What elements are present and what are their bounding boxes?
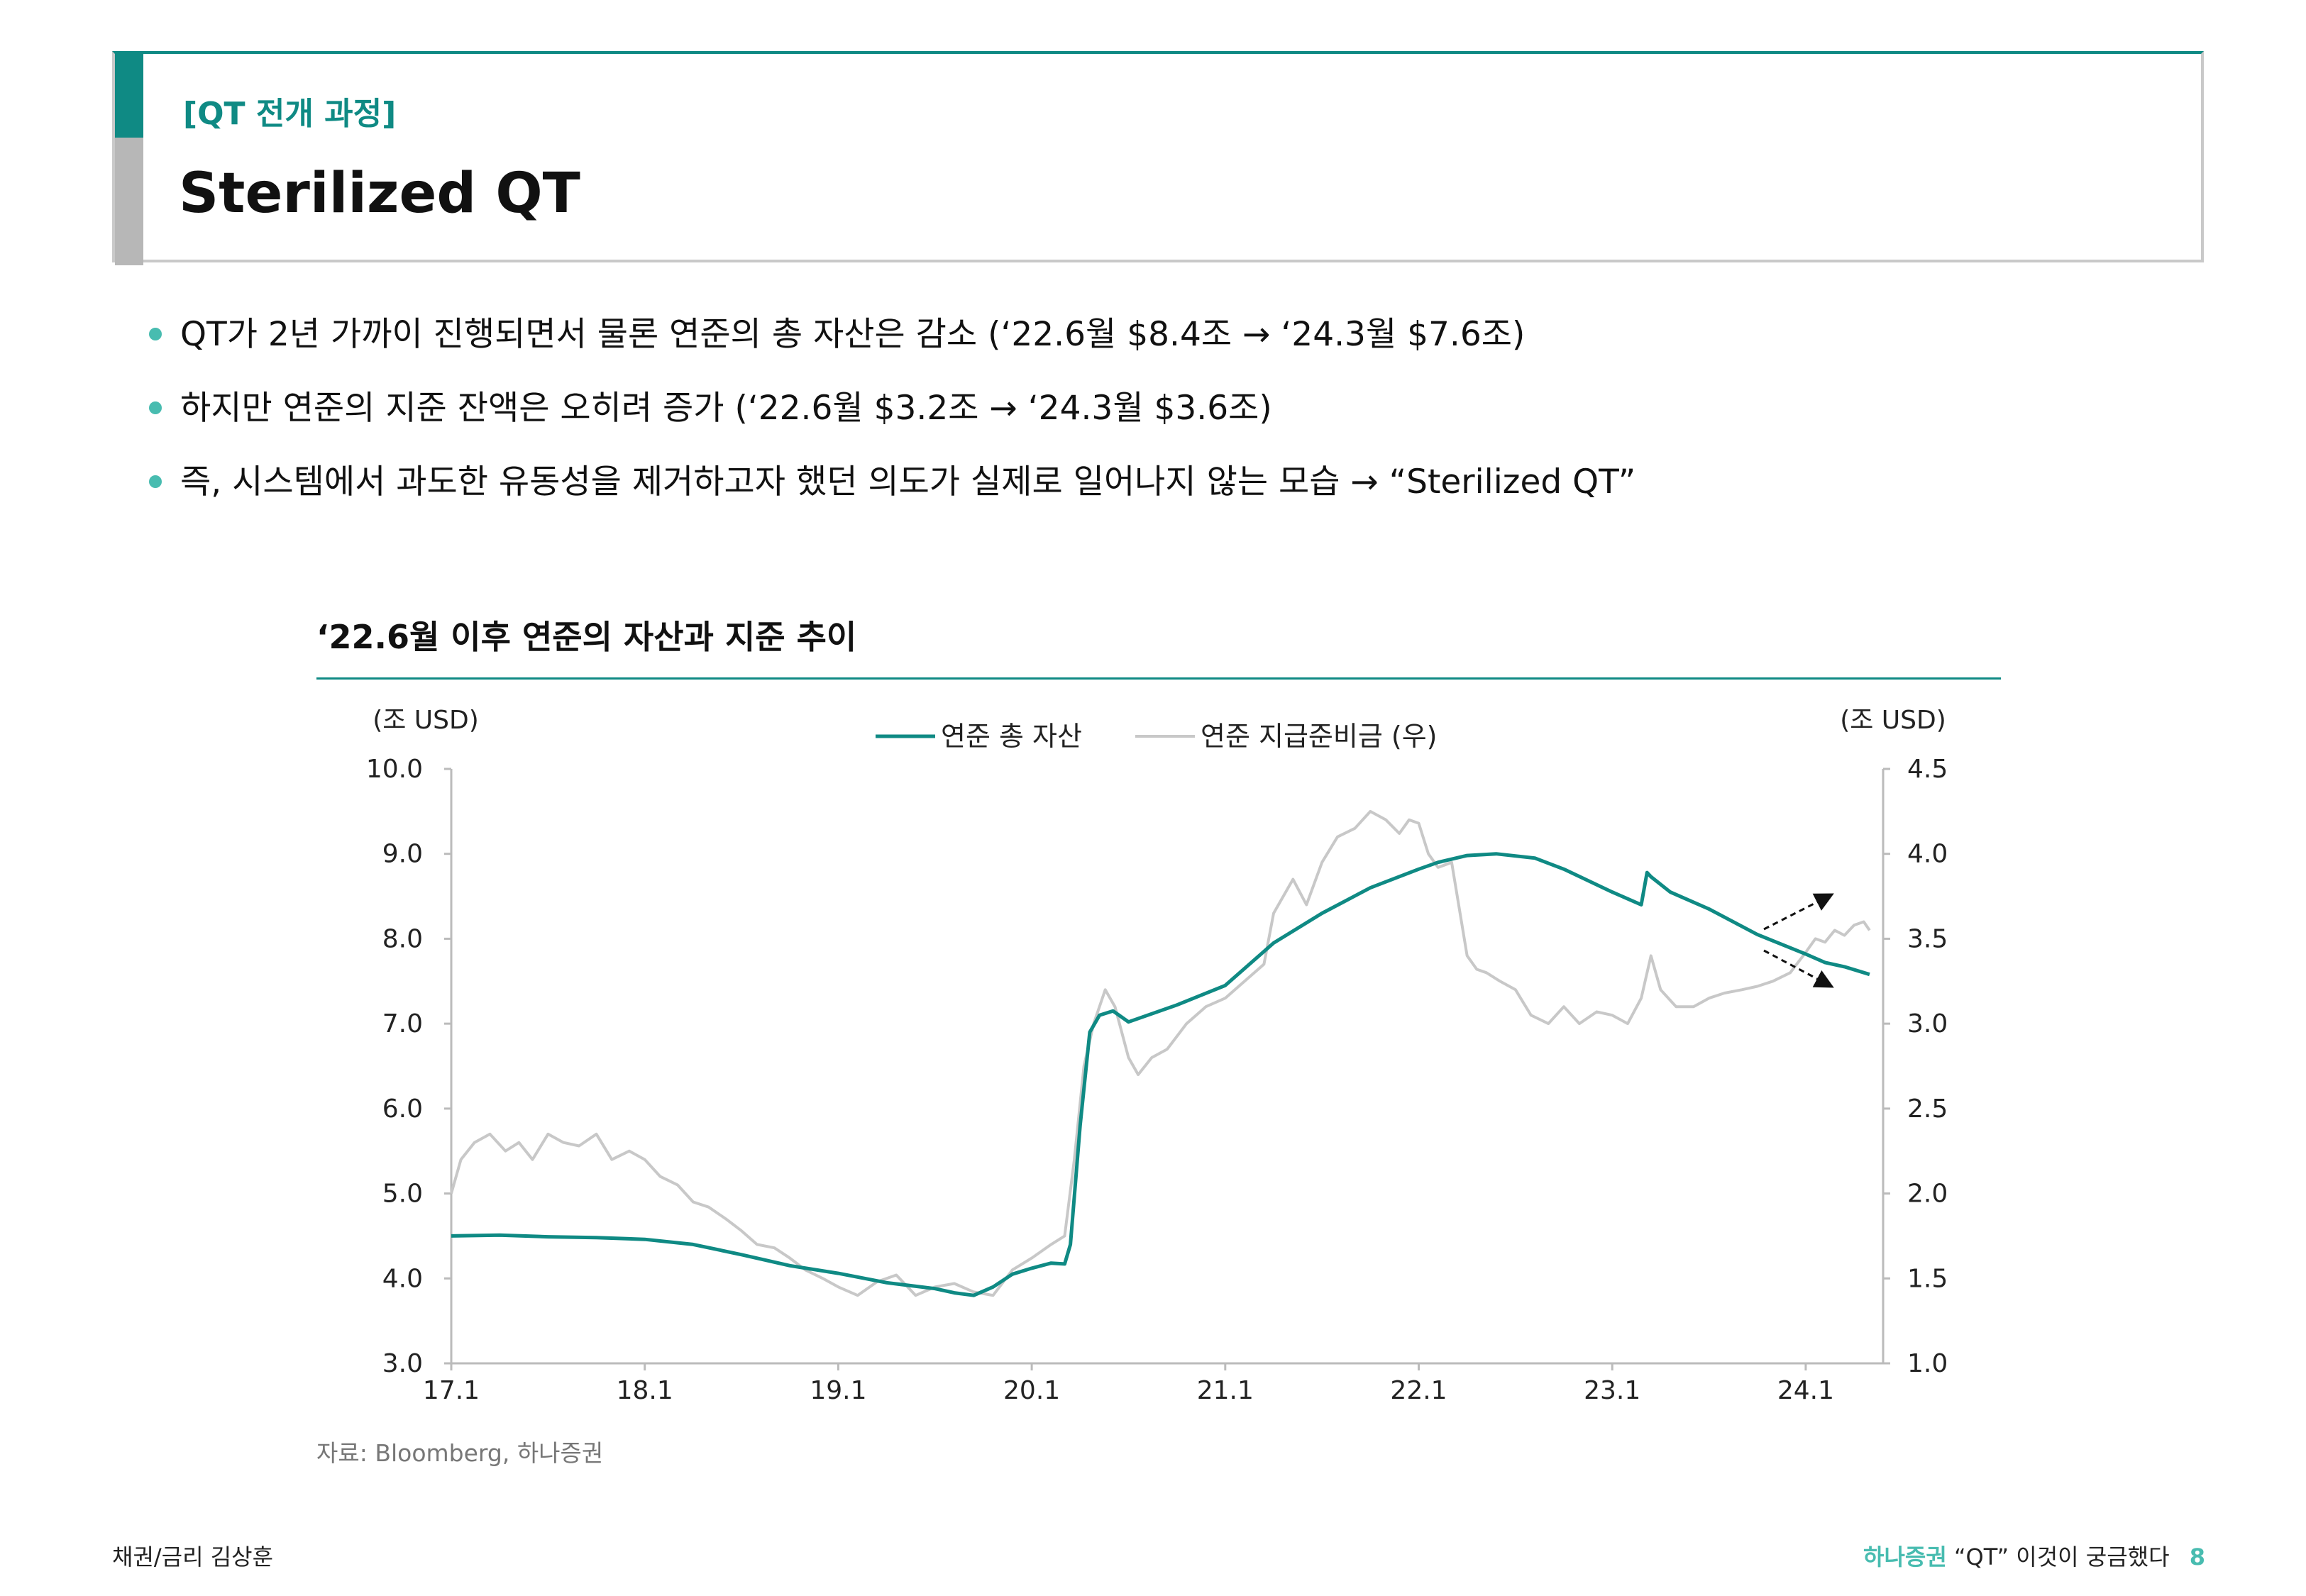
- x-tick-label: 21.1: [1197, 1376, 1254, 1405]
- total-assets-line: [451, 852, 1870, 1297]
- footer-author: 채권/금리 김상훈: [112, 1544, 274, 1570]
- right-tick-label: 1.5: [1907, 1264, 1948, 1293]
- source-note: 자료: Bloomberg, 하나증권: [316, 1439, 604, 1467]
- header-accent-bar: [115, 51, 143, 138]
- right-tick-label: 4.5: [1907, 755, 1948, 784]
- assets-arrow-annotation: [1763, 949, 1834, 988]
- bullet-list: QT가 2년 가까이 진행되면서 물론 연준의 총 자산은 감소 (‘22.6월…: [149, 306, 1635, 528]
- right-axis-label: (조 USD): [1840, 706, 1946, 735]
- left-tick-label: 8.0: [382, 924, 423, 953]
- chart-title: ‘22.6월 이후 연준의 자산과 지준 추이: [316, 618, 857, 656]
- left-tick-label: 5.0: [382, 1180, 423, 1209]
- bullet-item: 하지만 연준의 지준 잔액은 오히려 증가 (‘22.6월 $3.2조 → ‘2…: [149, 380, 1635, 454]
- left-tick-label: 3.0: [382, 1349, 423, 1378]
- left-tick-label: 6.0: [382, 1095, 423, 1124]
- section-tag: [QT 전개 과정]: [183, 96, 397, 132]
- left-tick-label: 10.0: [366, 755, 423, 784]
- page-number: 8: [2189, 1544, 2205, 1570]
- header-accent-bar-grey: [115, 138, 143, 265]
- bullet-text: 즉, 시스템에서 과도한 유동성을 제거하고자 했던 의도가 실제로 일어나지 …: [180, 462, 1636, 501]
- bullet-item: QT가 2년 가까이 진행되면서 물론 연준의 총 자산은 감소 (‘22.6월…: [149, 306, 1635, 380]
- right-tick-label: 3.5: [1907, 924, 1948, 953]
- footer-brand: 하나증권: [1863, 1544, 1947, 1570]
- footer-report-info: 하나증권 “QT” 이것이 궁금했다 8: [1863, 1539, 2205, 1572]
- chart-title-divider: [316, 677, 2001, 680]
- x-tick-label: 24.1: [1777, 1376, 1834, 1405]
- bullet-text: QT가 2년 가까이 진행되면서 물론 연준의 총 자산은 감소 (‘22.6월…: [180, 315, 1526, 354]
- bullet-text: 하지만 연준의 지준 잔액은 오히려 증가 (‘22.6월 $3.2조 → ‘2…: [180, 389, 1272, 428]
- left-tick-label: 9.0: [382, 840, 423, 869]
- right-tick-label: 4.0: [1907, 840, 1948, 869]
- page-title: Sterilized QT: [179, 162, 580, 226]
- legend-label-total-assets: 연준 총 자산: [941, 721, 1082, 752]
- x-tick-label: 17.1: [423, 1376, 480, 1405]
- x-tick-label: 18.1: [617, 1376, 673, 1405]
- bullet-dot-icon: [149, 328, 162, 340]
- bullet-dot-icon: [149, 401, 162, 414]
- x-tick-label: 19.1: [810, 1376, 866, 1405]
- bullet-dot-icon: [149, 475, 162, 488]
- left-tick-label: 7.0: [382, 1009, 423, 1038]
- reserves-arrow-annotation: [1763, 893, 1834, 931]
- legend-label-reserves: 연준 지급준비금 (우): [1201, 721, 1438, 752]
- bullet-item: 즉, 시스템에서 과도한 유동성을 제거하고자 했던 의도가 실제로 일어나지 …: [149, 454, 1635, 528]
- x-tick-label: 23.1: [1584, 1376, 1640, 1405]
- reserves-line: [450, 809, 1871, 1297]
- right-tick-label: 2.5: [1907, 1095, 1948, 1124]
- right-tick-label: 1.0: [1907, 1349, 1948, 1378]
- left-axis-label: (조 USD): [373, 706, 479, 735]
- right-tick-label: 2.0: [1907, 1180, 1948, 1209]
- left-tick-label: 4.0: [382, 1264, 423, 1293]
- x-tick-label: 22.1: [1390, 1376, 1447, 1405]
- header-box: [QT 전개 과정] Sterilized QT: [112, 51, 2204, 265]
- x-tick-label: 20.1: [1003, 1376, 1060, 1405]
- footer-report-title: “QT” 이것이 궁금했다: [1953, 1544, 2170, 1570]
- right-tick-label: 3.0: [1907, 1009, 1948, 1038]
